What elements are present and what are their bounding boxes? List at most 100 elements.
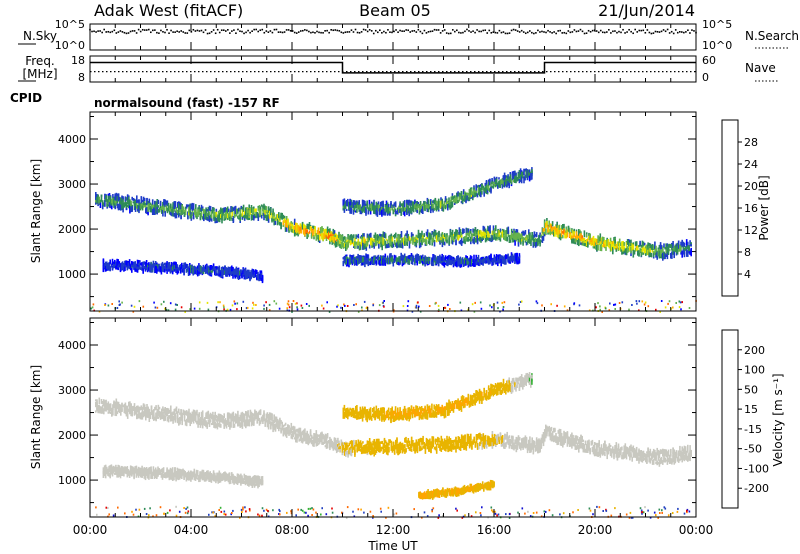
scatter-cell [640,244,643,248]
speckle-cell [326,301,328,304]
scatter-cell [148,201,151,210]
scatter-cell [446,235,448,240]
scatter-cell [584,241,587,244]
scatter-cell [504,230,506,236]
scatter-cell [106,404,108,410]
scatter-cell [395,232,397,238]
scatter-cell [652,251,655,258]
scatter-cell [470,230,472,234]
scatter-cell [126,199,129,205]
scatter-cell [415,259,417,263]
scatter-cell [117,193,120,201]
scatter-cell [400,252,402,261]
scatter-cell [260,273,263,280]
scatter-cell [365,203,367,206]
scatter-cell [440,236,443,240]
scatter-cell [312,440,314,447]
scatter-cell [453,236,455,242]
scatter-cell [216,418,219,424]
scatter-cell [259,210,262,218]
scatter-cell [109,197,112,206]
speckle-cell [372,304,374,307]
scatter-cell [689,249,691,252]
nsky-point [267,31,270,34]
nsky-point [368,29,371,31]
scatter-cell [232,423,235,428]
scatter-cell [596,239,598,245]
scatter-cell [522,230,524,236]
scatter-cell [166,407,169,415]
nsky-point [358,32,361,34]
nsky-point [632,32,634,35]
scatter-cell [491,178,493,184]
speckle-cell [503,301,506,304]
scatter-cell [390,253,392,261]
scatter-cell [210,211,213,219]
speckle-cell [363,300,366,303]
scatter-cell [349,235,352,240]
nsky-point [526,31,529,34]
scatter-cell [418,204,421,207]
scatter-cell [469,189,472,195]
scatter-cell [198,205,200,210]
scatter-cell [427,199,430,206]
scatter-cell [318,233,321,238]
scatter-cell [478,259,481,263]
scatter-cell [340,241,343,249]
scatter-cell [118,405,121,412]
scatter-cell [432,206,434,213]
scatter-cell [363,200,365,206]
scatter-cell [357,202,359,207]
scatter-cell [256,412,258,417]
scatter-cell [401,203,404,212]
scatter-cell [188,418,190,422]
nsky-point [535,32,537,34]
scatter-cell [104,400,106,406]
scatter-cell [478,184,481,188]
speckle-cell [613,303,615,306]
scatter-cell [230,215,232,220]
scatter-cell [166,200,169,206]
scatter-cell [250,214,253,221]
scatter-cell [213,415,215,422]
scatter-cell [651,248,654,253]
scatter-cell [235,270,238,277]
scatter-cell [663,251,665,259]
scatter-cell [514,233,516,238]
scatter-cell [239,207,241,215]
scatter-cell [290,226,293,233]
scatter-cell [143,202,146,206]
scatter-cell [392,235,395,238]
scatter-cell [329,238,331,245]
scatter-cell [505,232,507,239]
scatter-cell [459,241,462,244]
scatter-cell [285,426,288,433]
speckle-cell [638,309,640,312]
scatter-cell [557,232,560,236]
scatter-cell [434,197,437,205]
speckle-cell [628,308,630,311]
scatter-cell [574,237,577,243]
scatter-cell [677,240,680,249]
scatter-cell [458,258,460,263]
scatter-cell [312,229,314,237]
scatter-cell [116,203,119,209]
scatter-cell [485,258,488,261]
scatter-cell [225,267,227,271]
scatter-cell [410,257,413,263]
speckle-cell [340,306,342,309]
nsky-point [672,32,675,35]
scatter-cell [599,233,602,242]
scatter-cell [243,418,246,426]
scatter-cell [358,241,361,249]
scatter-cell [412,202,415,206]
scatter-cell [683,250,686,258]
scatter-cell [499,179,501,184]
nsky-point [338,30,341,32]
scatter-cell [685,249,688,257]
scatter-cell [310,439,313,445]
speckle-cell [291,310,293,313]
scatter-cell [449,200,451,205]
nsky-point [275,28,278,31]
scatter-cell [343,236,346,240]
